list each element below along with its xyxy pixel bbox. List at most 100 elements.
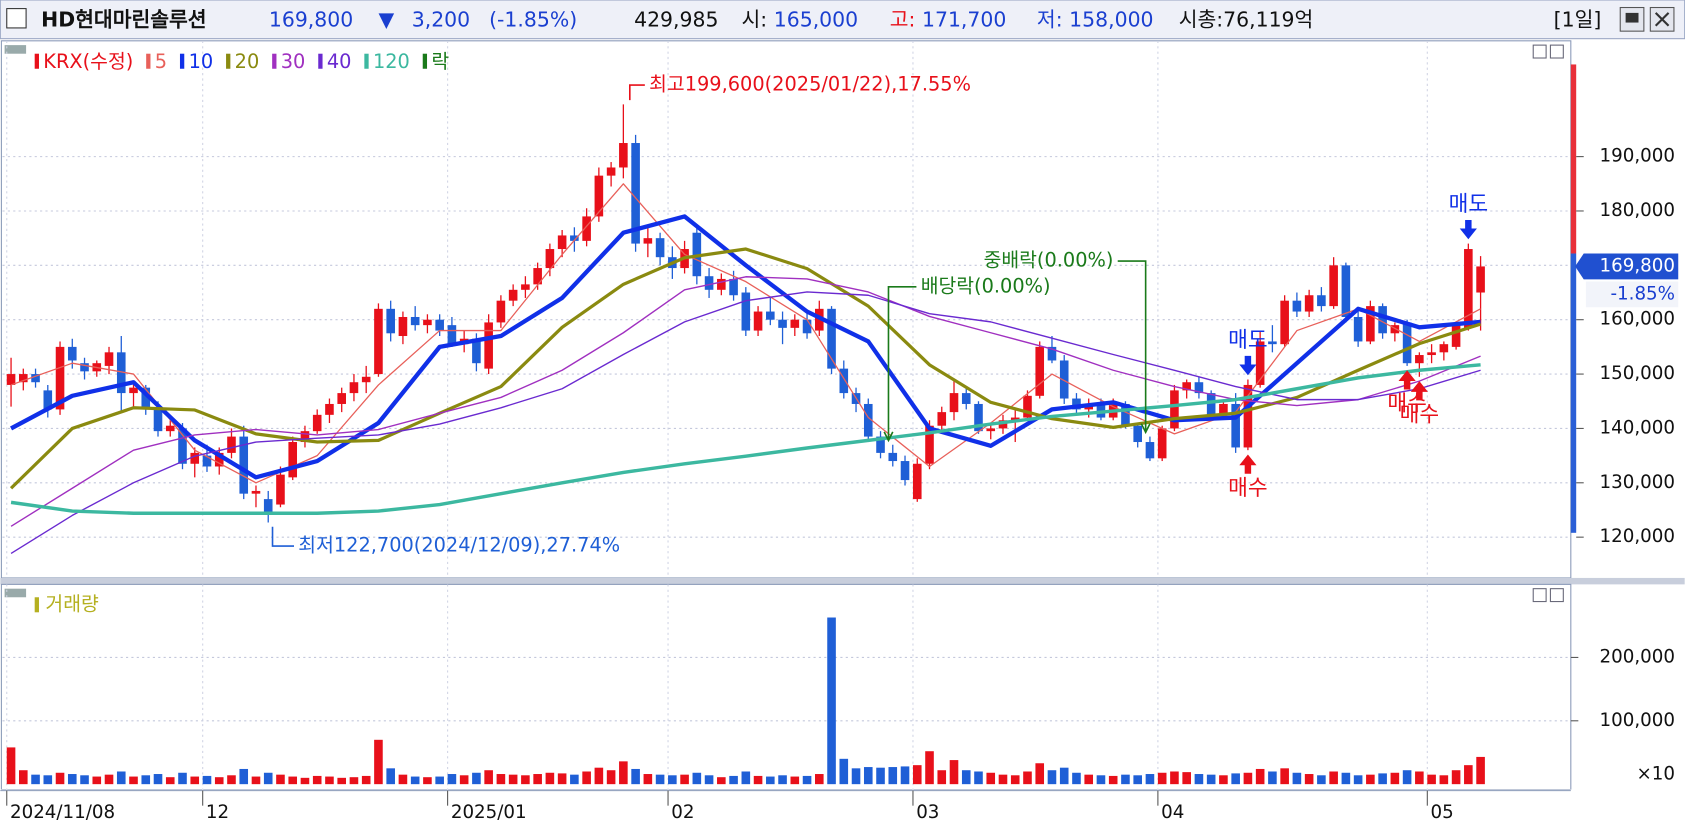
volume-bar xyxy=(521,775,530,785)
candle-body xyxy=(937,412,947,426)
price-plot xyxy=(2,40,1571,578)
x-tick-label: 2025/01 xyxy=(451,802,527,823)
volume-bar xyxy=(1304,774,1314,785)
volume-bar xyxy=(900,766,910,785)
volume-bar xyxy=(337,777,346,785)
range-bar-up xyxy=(1570,64,1577,254)
legend-swatch xyxy=(318,53,323,69)
volume-bar xyxy=(1219,775,1228,785)
panel-icon[interactable] xyxy=(4,588,27,598)
legend-swatch xyxy=(226,53,231,69)
candle-body xyxy=(1476,266,1485,293)
panel-buttons xyxy=(1532,44,1564,603)
volume-bar xyxy=(986,772,996,785)
volume-bar xyxy=(178,772,187,785)
candle-body xyxy=(1231,403,1240,448)
volume-bar xyxy=(1464,765,1473,785)
volume-bar xyxy=(888,767,898,785)
volume-bar xyxy=(43,775,53,785)
volume-bar xyxy=(325,776,334,785)
volume-bar xyxy=(92,776,102,785)
volume-bar xyxy=(1145,774,1155,785)
moving-average xyxy=(10,214,1481,480)
candle-body xyxy=(251,490,261,494)
overlay: 120,000130,000140,000150,000160,000170,0… xyxy=(6,50,1679,823)
candle-body xyxy=(1145,442,1155,459)
x-tick-label: 05 xyxy=(1431,802,1454,823)
legend-swatch xyxy=(179,53,185,69)
candle-body xyxy=(766,311,775,320)
volume-bar xyxy=(1243,772,1253,785)
candle-body xyxy=(521,284,530,290)
candle-body xyxy=(986,428,996,432)
volume-bar xyxy=(214,777,224,785)
volume-bar xyxy=(741,771,751,785)
x-tick-label: 04 xyxy=(1161,802,1184,823)
legend-swatch xyxy=(422,53,428,69)
volume-bar xyxy=(1072,772,1081,785)
volume-bar xyxy=(1280,768,1289,785)
legend-label: 거래량 xyxy=(45,592,99,615)
checkbox[interactable] xyxy=(6,8,27,29)
candle-body xyxy=(1219,403,1228,415)
volume-bar xyxy=(692,772,702,785)
maximize-button[interactable] xyxy=(1532,588,1547,603)
volume-bar xyxy=(876,767,885,785)
candle-body xyxy=(508,289,518,301)
volume-panel xyxy=(0,583,1572,791)
volume-bar xyxy=(1108,775,1118,785)
volume-bar xyxy=(815,774,824,785)
candle-body xyxy=(582,216,591,241)
volume-bar xyxy=(459,775,469,785)
signal-arrow xyxy=(1239,355,1257,376)
candle-body xyxy=(67,346,77,361)
legend-swatch xyxy=(272,53,277,69)
panel-icon[interactable] xyxy=(4,45,27,54)
volume-bar xyxy=(1378,773,1387,785)
volume-bar xyxy=(129,776,138,785)
candle-body xyxy=(1268,341,1277,345)
candle-body xyxy=(949,393,959,413)
candle-body xyxy=(1133,425,1142,443)
volume-bar xyxy=(1231,773,1240,785)
volume-bar xyxy=(1341,772,1351,785)
candle-body xyxy=(1047,346,1057,361)
candle-body xyxy=(1464,249,1473,328)
candle-body xyxy=(276,474,285,505)
period[interactable]: [1일] xyxy=(1554,7,1602,31)
candle-body xyxy=(839,368,849,394)
candle-body xyxy=(1402,322,1412,364)
candle-body xyxy=(876,436,885,453)
candle-body xyxy=(6,374,16,385)
close-button[interactable] xyxy=(1549,44,1564,59)
candle-body xyxy=(55,346,65,410)
annotation-line xyxy=(628,84,645,101)
moving-average xyxy=(10,291,1481,555)
volume-bar xyxy=(202,775,212,785)
candle-body xyxy=(1439,344,1449,353)
splitter[interactable] xyxy=(0,577,1685,585)
candle-body xyxy=(1366,306,1375,342)
volume-bar xyxy=(1402,770,1412,785)
volume-bar xyxy=(949,760,959,785)
candle-body xyxy=(1329,265,1338,307)
candle-body xyxy=(178,428,187,464)
close-button[interactable] xyxy=(1549,588,1564,603)
signal-label: 매수 xyxy=(1400,402,1440,427)
date-axis xyxy=(0,789,1685,825)
legend-label: 락 xyxy=(431,50,449,73)
candle-body xyxy=(827,308,836,369)
volume: 429,985 xyxy=(634,7,718,31)
volume-bar xyxy=(1182,772,1191,785)
volume-bar xyxy=(1035,763,1045,785)
volume-bar xyxy=(1170,771,1179,785)
signal-arrow xyxy=(1410,381,1428,401)
candle-body xyxy=(974,403,983,432)
volume-bar xyxy=(1366,774,1375,785)
volume-bar xyxy=(766,776,775,785)
open-value: 165,000 xyxy=(774,7,858,31)
maximize-button[interactable] xyxy=(1532,44,1547,59)
volume-bar xyxy=(263,772,273,785)
icon xyxy=(1625,12,1639,23)
candle-body xyxy=(802,319,812,334)
